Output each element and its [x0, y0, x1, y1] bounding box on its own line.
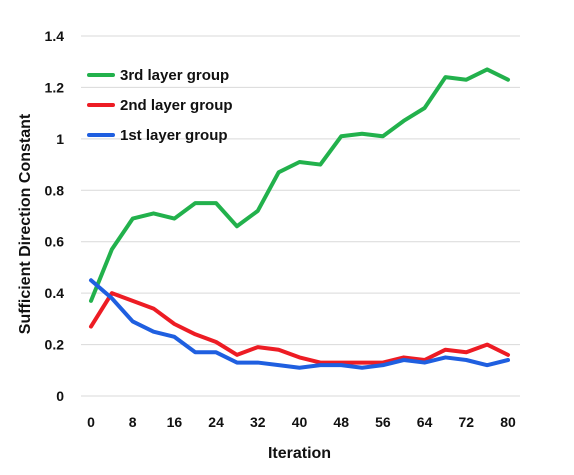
legend-label: 2nd layer group — [120, 97, 233, 114]
y-tick-label: 0.4 — [45, 285, 65, 301]
x-tick-label: 8 — [129, 414, 137, 430]
x-tick-label: 64 — [417, 414, 433, 430]
x-tick-label: 40 — [292, 414, 308, 430]
y-axis-ticks: 0 0.2 0.4 0.6 0.8 1 1.2 1.4 — [45, 28, 65, 404]
legend-label: 3rd layer group — [120, 67, 229, 84]
x-axis-ticks: 0 8 16 24 32 40 48 56 64 72 80 — [87, 414, 516, 430]
y-tick-label: 0 — [56, 388, 64, 404]
x-tick-label: 80 — [500, 414, 516, 430]
y-tick-label: 1 — [56, 131, 64, 147]
x-axis-title: Iteration — [268, 445, 331, 462]
y-tick-label: 0.2 — [45, 337, 65, 353]
x-tick-label: 72 — [459, 414, 475, 430]
x-tick-label: 56 — [375, 414, 391, 430]
series-line-2 — [89, 291, 510, 365]
series-line-3 — [89, 278, 510, 370]
series-line-1 — [89, 67, 510, 303]
legend: 3rd layer group 2nd layer group 1st layer … — [87, 67, 233, 144]
y-axis-title: Sufficient Direction Constant — [17, 113, 34, 334]
x-tick-label: 48 — [333, 414, 349, 430]
x-tick-label: 0 — [87, 414, 95, 430]
gridlines — [81, 35, 520, 397]
series-lines — [89, 67, 510, 370]
y-tick-label: 1.2 — [45, 79, 65, 95]
x-tick-label: 16 — [167, 414, 183, 430]
y-tick-label: 1.4 — [45, 28, 65, 44]
legend-label: 1st layer group — [120, 127, 228, 144]
y-tick-label: 0.8 — [45, 182, 65, 198]
x-tick-label: 24 — [208, 414, 224, 430]
y-tick-label: 0.6 — [45, 234, 65, 250]
x-tick-label: 32 — [250, 414, 266, 430]
